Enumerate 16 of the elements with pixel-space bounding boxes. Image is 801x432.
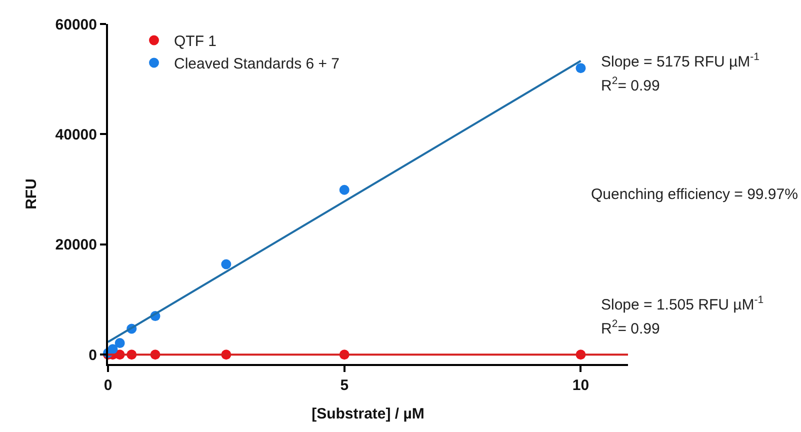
y-tick-label: 40000 [55, 126, 97, 144]
annotation: R$^{2}$= 0.99 [601, 318, 660, 338]
legend-label: Cleaved Standards 6 + 7 [174, 56, 340, 73]
x-tick-label: 10 [572, 377, 590, 394]
x-tick-label: 0 [104, 377, 112, 394]
annotation: Quenching efficiency = 99.97% [591, 186, 798, 203]
x-tick-label: 5 [340, 377, 349, 394]
x-axis-title: [Substrate] / µM [312, 406, 424, 422]
annotation: Slope = 1.505 RFU µM$^{-1}$ [601, 294, 764, 314]
y-tick-label: 60000 [55, 16, 97, 34]
legend-label: QTF 1 [174, 33, 217, 50]
annotation: Slope = 5175 RFU µM$^{-1}$ [601, 51, 760, 70]
y-tick-label: 20000 [55, 236, 97, 254]
y-axis-title: RFU [23, 178, 40, 210]
y-tick-label: 0 [88, 346, 97, 364]
annotation: R$^{2}$= 0.99 [601, 75, 660, 94]
